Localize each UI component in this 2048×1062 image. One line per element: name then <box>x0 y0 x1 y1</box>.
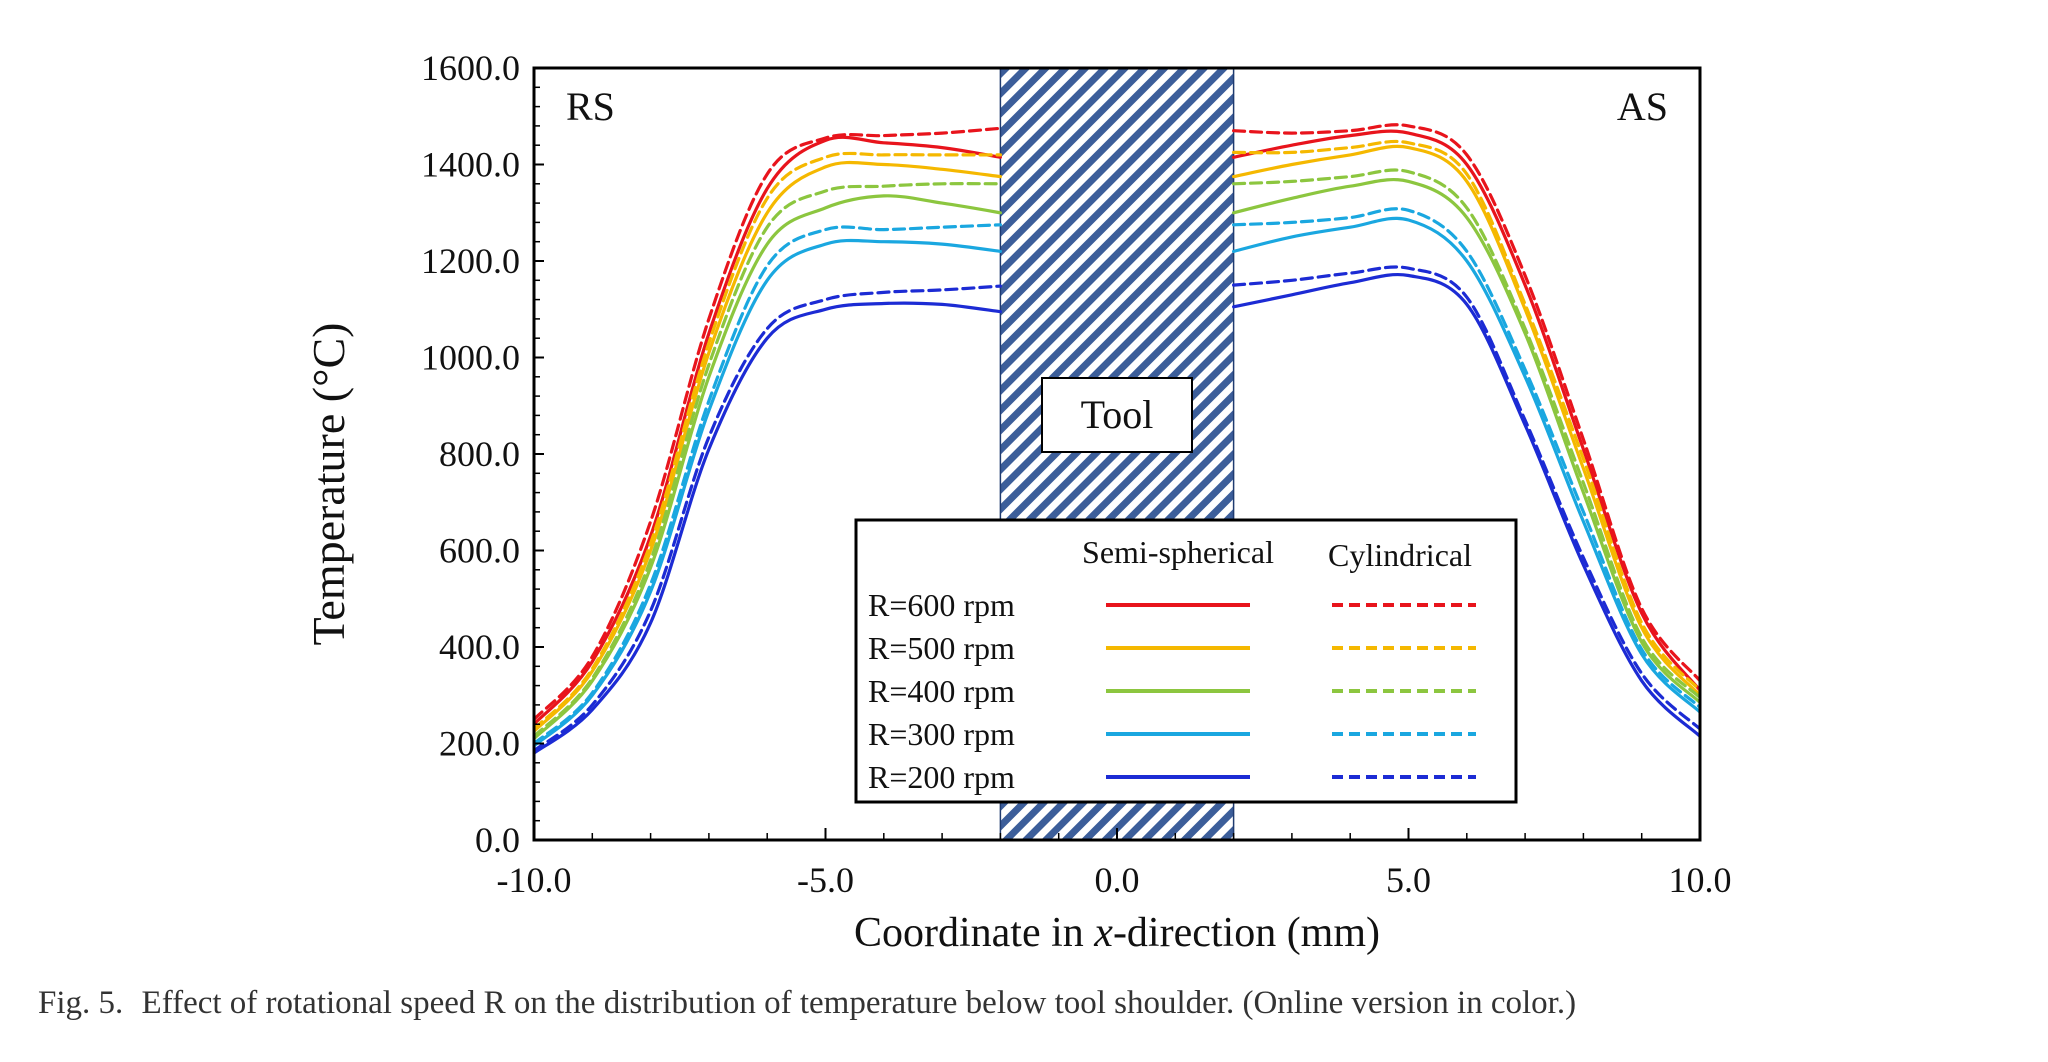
y-tick-label: 1600.0 <box>421 48 520 88</box>
legend-label-500: R=500 rpm <box>868 630 1015 666</box>
series-300-cylindrical-right <box>1232 207 1700 709</box>
series-600-cylindrical-left <box>534 126 1002 721</box>
series-500-semi-spherical-right <box>1232 144 1700 697</box>
tool-label-box <box>1041 377 1193 453</box>
y-tick-label: 800.0 <box>439 434 520 474</box>
x-tick-label: 5.0 <box>1386 860 1431 900</box>
y-axis-title: Temperature (°C) <box>303 323 354 646</box>
legend-label-200: R=200 rpm <box>868 759 1015 795</box>
figure-caption: Fig. 5. Effect of rotational speed R on … <box>38 985 1576 1022</box>
series-200-semi-spherical-right <box>1232 273 1700 738</box>
legend-header-cylindrical: Cylindrical <box>1328 537 1472 573</box>
legend-label-300: R=300 rpm <box>868 716 1015 752</box>
legend-header-semi-spherical: Semi-spherical <box>1082 534 1274 570</box>
legend-label-600: R=600 rpm <box>868 587 1015 623</box>
y-tick-label: 600.0 <box>439 531 520 571</box>
x-tick-label: -10.0 <box>497 860 572 900</box>
y-tick-label: 200.0 <box>439 724 520 764</box>
x-axis-title: Coordinate in x-direction (mm) <box>854 910 1380 956</box>
series-200-cylindrical-right <box>1232 265 1700 731</box>
series-200-cylindrical-left <box>534 284 1002 753</box>
x-tick-label: -5.0 <box>797 860 854 900</box>
y-tick-label: 1000.0 <box>421 338 520 378</box>
series-500-cylindrical-left <box>534 151 1002 731</box>
y-tick-label: 1200.0 <box>421 241 520 281</box>
corner-label-rs: RS <box>566 84 615 129</box>
legend-box <box>854 518 1518 804</box>
series-400-cylindrical-left <box>534 182 1002 738</box>
series-300-cylindrical-left <box>534 223 1002 746</box>
series-400-semi-spherical-right <box>1232 177 1700 705</box>
series-400-cylindrical-right <box>1232 168 1700 700</box>
series-300-semi-spherical-right <box>1232 216 1700 714</box>
x-tick-label: 0.0 <box>1095 860 1140 900</box>
series-600-semi-spherical-left <box>534 135 1002 726</box>
corner-label-as: AS <box>1617 84 1668 129</box>
y-tick-label: 1400.0 <box>421 145 520 185</box>
tool-label: Tool <box>1081 392 1154 437</box>
series-300-semi-spherical-left <box>534 238 1002 748</box>
series-400-semi-spherical-left <box>534 194 1002 741</box>
x-tick-label: 10.0 <box>1669 860 1732 900</box>
series-200-semi-spherical-left <box>534 301 1002 755</box>
series-600-cylindrical-right <box>1232 123 1700 683</box>
caption-text: Effect of rotational speed R on the dist… <box>141 985 1577 1021</box>
y-tick-label: 0.0 <box>475 820 520 860</box>
series-500-semi-spherical-left <box>534 160 1002 733</box>
caption-label: Fig. 5. <box>38 985 124 1021</box>
legend-label-400: R=400 rpm <box>868 673 1015 709</box>
series-500-cylindrical-right <box>1232 139 1700 692</box>
series-600-semi-spherical-right <box>1232 129 1700 692</box>
y-tick-label: 400.0 <box>439 627 520 667</box>
